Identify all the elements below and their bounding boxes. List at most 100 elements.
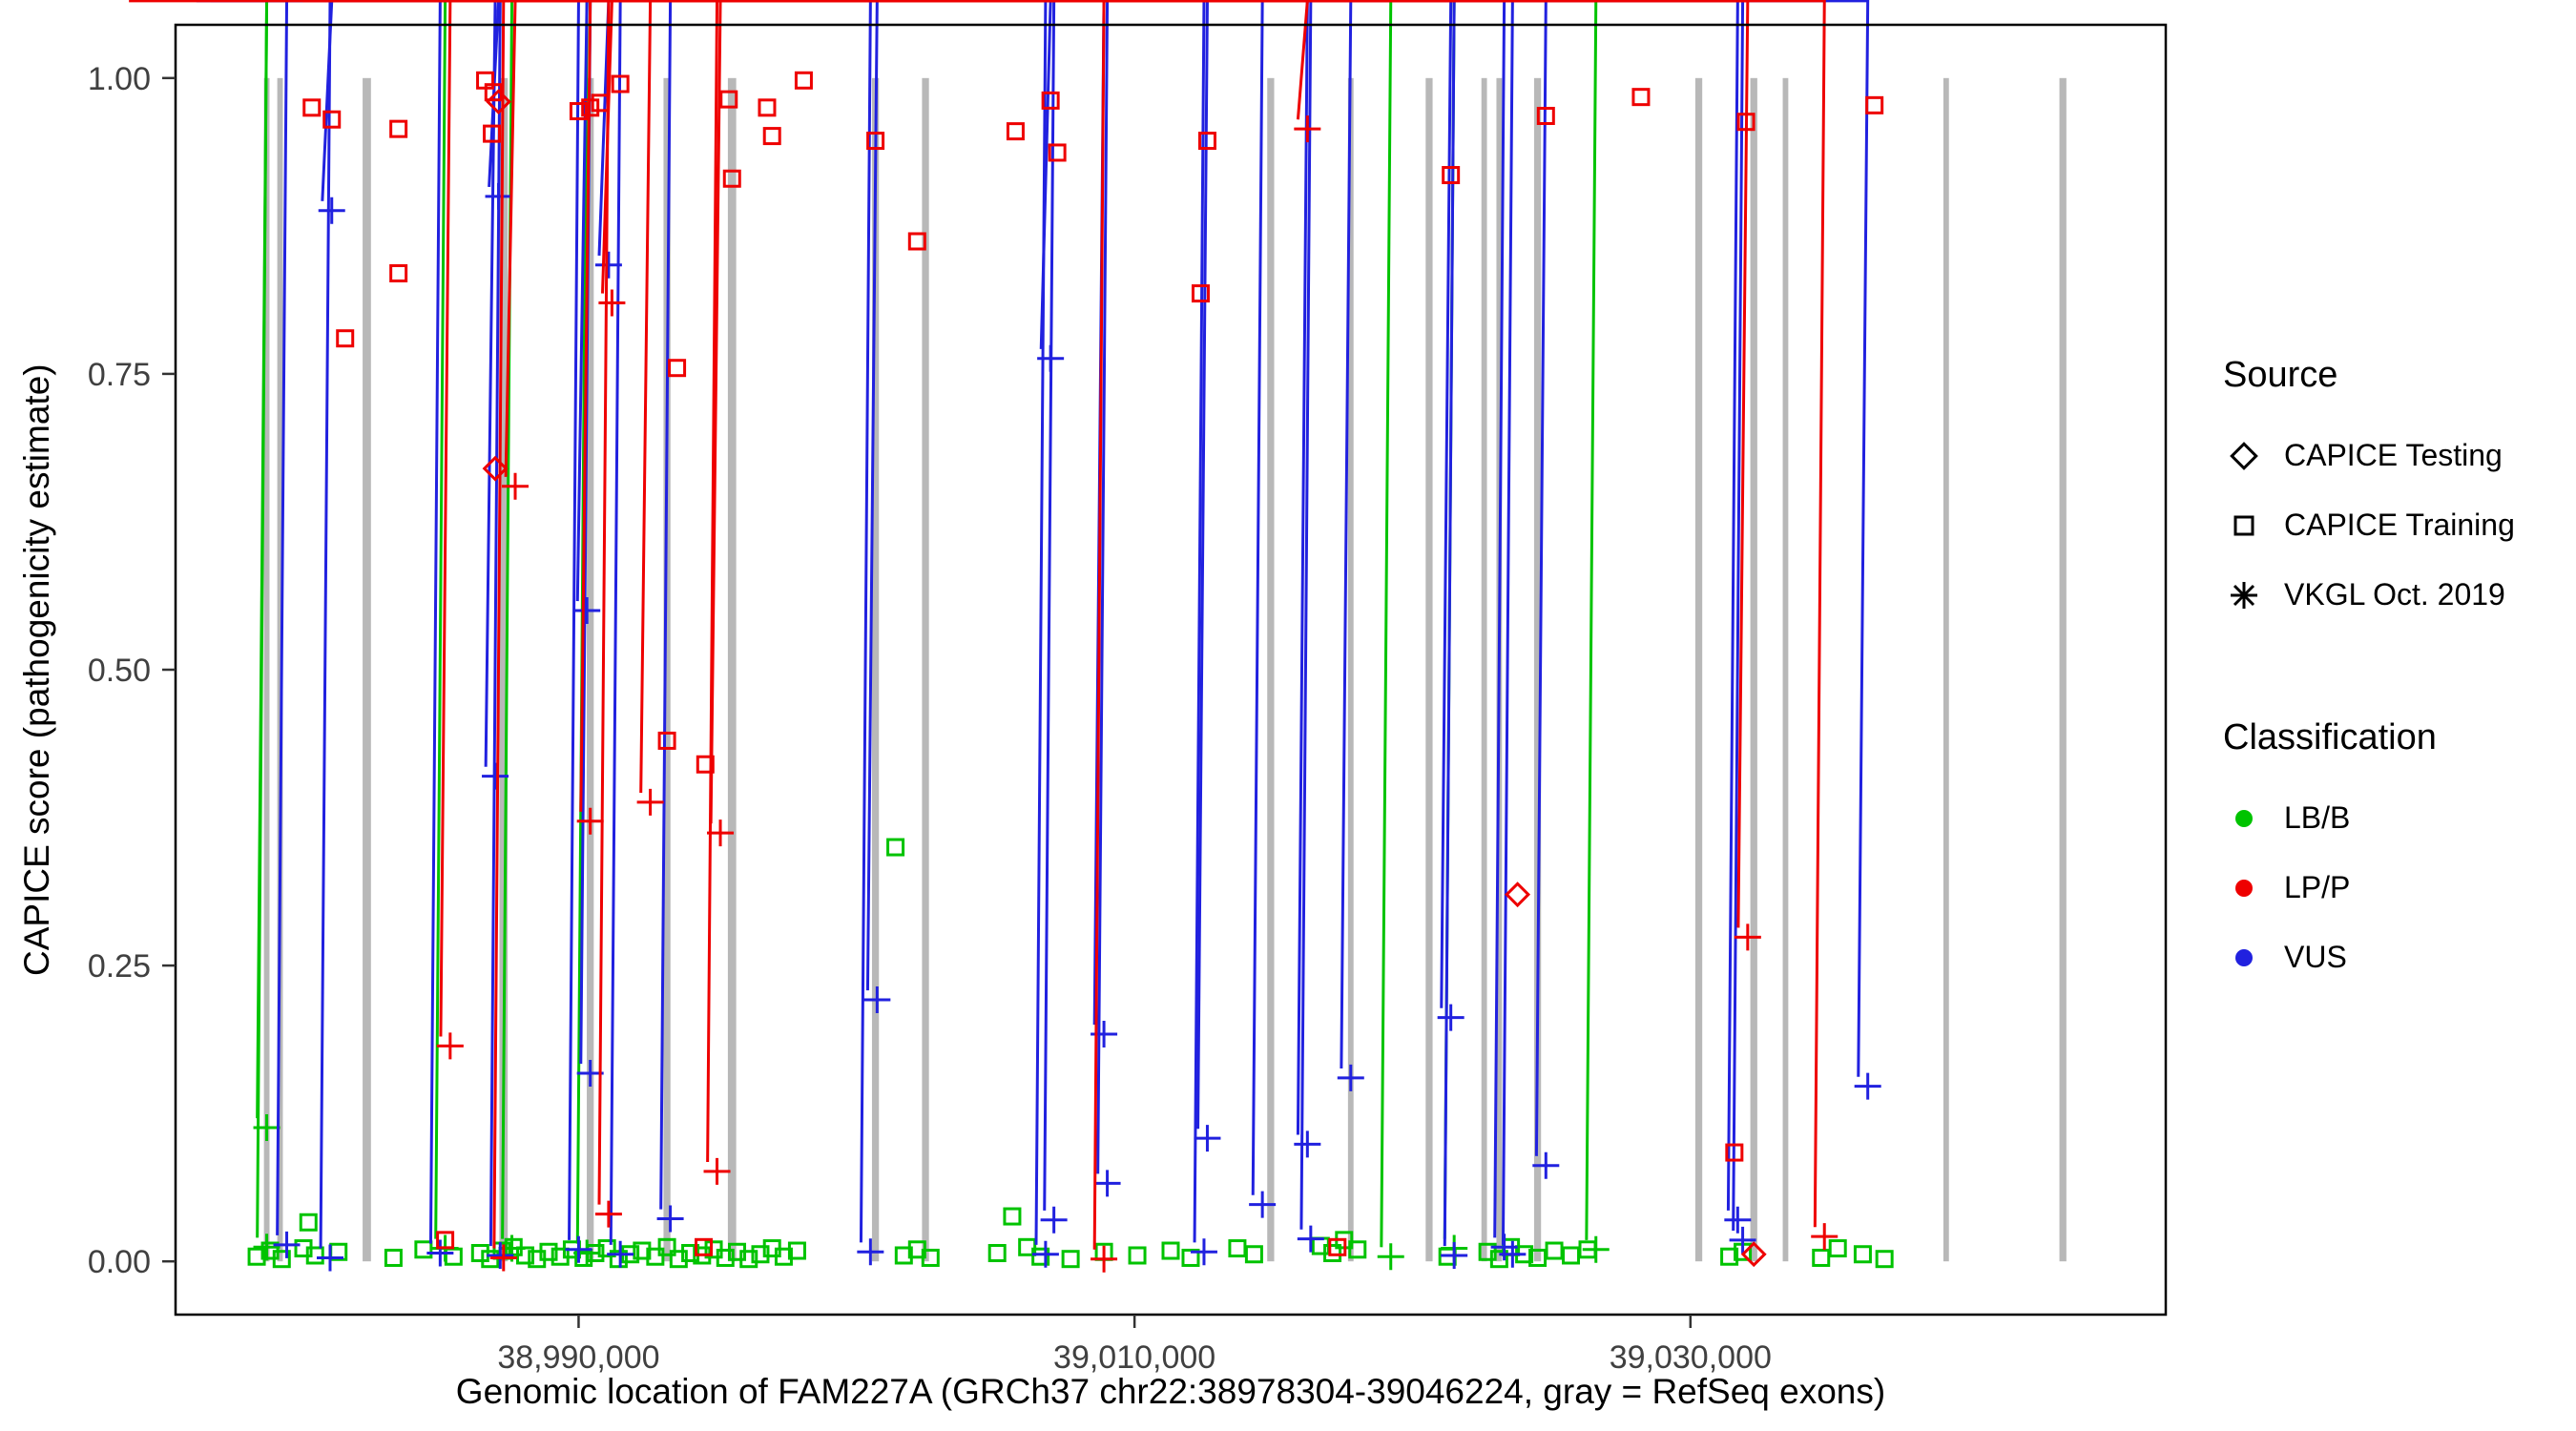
data-point-square — [681, 1244, 700, 1263]
exon-bar — [922, 77, 929, 1262]
data-point-square — [1631, 88, 1651, 107]
data-point-asterisk — [129, 0, 1321, 143]
exon-bar — [587, 77, 594, 1262]
data-point-asterisk — [1204, 0, 1277, 1218]
data-point-square — [1031, 1247, 1050, 1266]
exon-bar — [2059, 77, 2067, 1262]
data-point-square — [1041, 91, 1060, 110]
data-point-square — [657, 731, 676, 750]
data-point-square — [1489, 1250, 1508, 1269]
legend-item-capice-training: CAPICE Training — [2223, 490, 2572, 560]
exon-bar — [363, 77, 371, 1262]
data-point-asterisk — [1091, 0, 1259, 1273]
exon-bar — [1425, 77, 1433, 1262]
data-point-square — [1197, 132, 1216, 151]
y-axis-title: CAPICE score (pathogenicity estimate) — [17, 363, 56, 976]
data-point-square — [1720, 1247, 1739, 1266]
data-point-asterisk — [1040, 0, 1220, 1234]
data-point-square — [299, 1213, 318, 1232]
data-point-square — [894, 1246, 913, 1265]
data-point-square — [719, 90, 738, 109]
red-dot-icon — [2235, 879, 2253, 897]
data-point-square — [384, 1248, 403, 1267]
data-point-square — [1048, 143, 1067, 162]
data-point-square — [866, 132, 885, 151]
y-axis-tick-label: 0.50 — [88, 653, 151, 689]
data-point-square — [1865, 95, 1884, 114]
square-marker-icon — [2233, 515, 2254, 535]
data-point-square — [1161, 1241, 1180, 1260]
data-point-square — [1181, 1248, 1200, 1267]
exon-bar — [1694, 77, 1703, 1262]
exon-bar — [1481, 77, 1487, 1262]
data-point-asterisk — [1077, 0, 1364, 1091]
data-point-square — [907, 232, 926, 251]
data-point-diamond — [1740, 1241, 1767, 1268]
exon-bar — [871, 77, 880, 1262]
data-point-square — [1128, 1246, 1147, 1265]
data-point-asterisk — [1238, 0, 1324, 1253]
x-axis-tick-label: 38,990,000 — [497, 1339, 659, 1376]
data-point-square — [1348, 1240, 1367, 1259]
data-point-square — [762, 127, 781, 146]
legend-item-vkgl: VKGL Oct. 2019 — [2223, 560, 2572, 630]
data-point-asterisk — [863, 0, 1001, 1014]
x-axis-tick-label: 39,010,000 — [1053, 1339, 1215, 1376]
exon-bar — [1347, 77, 1354, 1262]
data-point-square — [1328, 1237, 1347, 1256]
data-point-square — [1061, 1250, 1080, 1269]
data-point-asterisk — [436, 0, 1047, 1060]
data-point-square — [751, 1245, 770, 1264]
data-point-square — [483, 124, 502, 143]
data-point-asterisk — [1138, 0, 1221, 1152]
legend-item-vus: VUS — [2223, 923, 2572, 992]
exon-bar — [277, 77, 283, 1262]
data-point-square — [1828, 1239, 1847, 1258]
y-axis-tick-label: 0.00 — [88, 1244, 151, 1280]
data-point-square — [611, 74, 630, 93]
data-point-square — [657, 1237, 676, 1256]
exon-bar — [727, 77, 737, 1262]
data-point-square — [609, 1250, 628, 1269]
data-point-asterisk — [426, 0, 1254, 1267]
legend-item-label: CAPICE Testing — [2284, 438, 2503, 472]
data-point-square — [669, 1250, 688, 1269]
data-point-asterisk — [1190, 0, 1253, 1266]
data-point-asterisk — [1017, 0, 1465, 1031]
data-point-asterisk — [857, 0, 1253, 1266]
data-point-square — [272, 1250, 291, 1269]
data-point-square — [569, 102, 588, 121]
data-point-square — [987, 1244, 1007, 1263]
data-point-square — [436, 1231, 455, 1250]
data-point-square — [444, 1247, 463, 1266]
data-point-square — [389, 119, 408, 138]
data-point-square — [1853, 1245, 1872, 1264]
asterisk-marker-icon — [2231, 581, 2257, 609]
legend-item-lpp: LP/P — [2223, 853, 2572, 923]
data-point-square — [1228, 1239, 1247, 1258]
data-point-square — [389, 263, 408, 282]
data-point-square — [1545, 1241, 1564, 1260]
data-point-square — [787, 1241, 806, 1260]
data-point-asterisk — [358, 0, 1065, 372]
data-point-asterisk — [576, 0, 1073, 1087]
y-axis-tick-label: 1.00 — [88, 61, 151, 97]
exon-bar — [1942, 77, 1949, 1262]
data-point-asterisk — [1093, 0, 1184, 1197]
x-axis-title: Genomic location of FAM227A (GRCh37 chr2… — [455, 1372, 1886, 1411]
data-point-square — [722, 169, 741, 188]
data-point-square — [886, 838, 905, 857]
exon-bar — [663, 77, 671, 1262]
legend-item-label: VKGL Oct. 2019 — [2284, 577, 2505, 612]
data-point-square — [336, 329, 355, 348]
data-point-asterisk — [594, 0, 1215, 1228]
legend-item-label: VUS — [2284, 940, 2347, 974]
data-point-asterisk — [1031, 0, 1255, 1268]
x-axis-tick-label: 39,030,000 — [1610, 1339, 1772, 1376]
data-point-asterisk — [253, 0, 1129, 1142]
legend-source: Source CAPICE Testing CAPICE Training VK… — [2223, 355, 2572, 630]
data-point-asterisk — [573, 0, 1254, 1267]
legend-classification: Classification LB/B LP/P VUS — [2223, 717, 2572, 992]
data-point-square — [921, 1248, 940, 1267]
